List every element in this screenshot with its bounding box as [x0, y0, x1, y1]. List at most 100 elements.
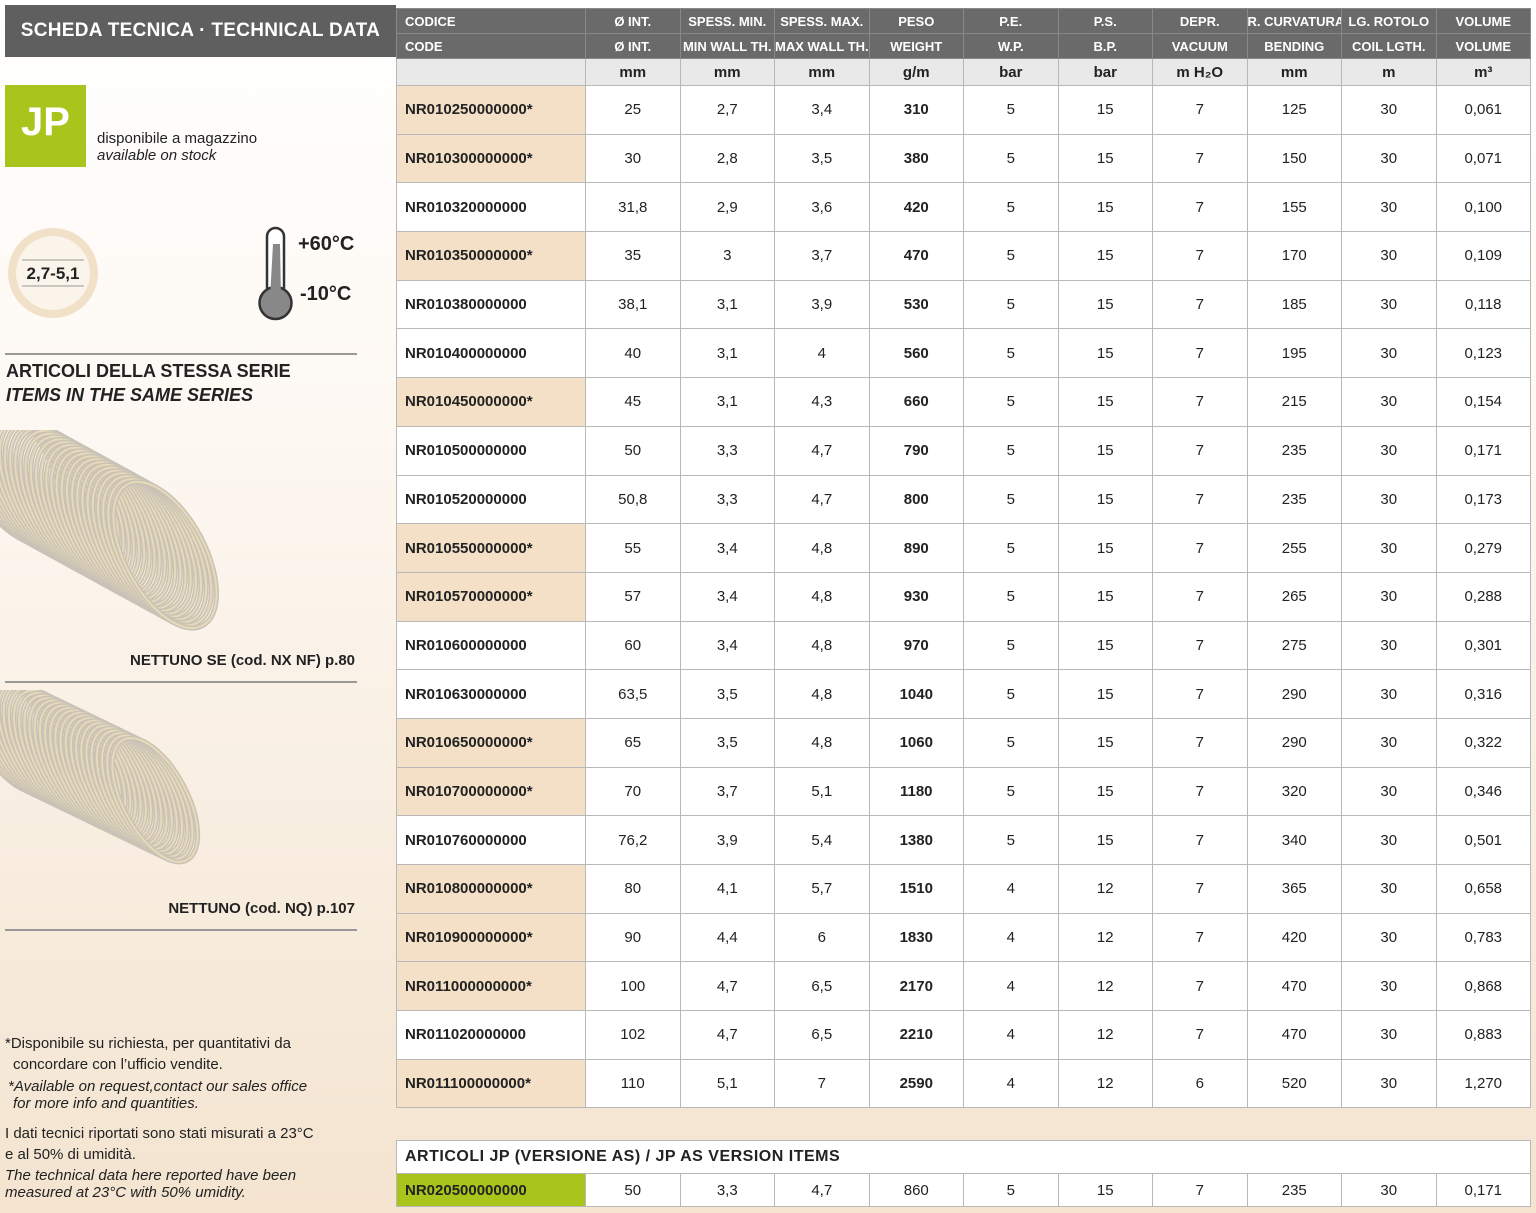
value-cell: 30	[1341, 815, 1437, 865]
value-cell: 0,658	[1435, 864, 1531, 914]
value-cell: 5	[963, 328, 1059, 379]
header-cell: MAX WALL TH.	[774, 33, 870, 59]
unit-cell: mm	[679, 58, 775, 86]
value-cell: 15	[1057, 279, 1153, 330]
header-cell: R. CURVATURA	[1246, 8, 1342, 34]
value-cell: 7	[1152, 377, 1248, 427]
value-cell: 195	[1246, 328, 1342, 379]
value-cell: 15	[1057, 182, 1153, 233]
value-cell: 35	[585, 231, 681, 281]
code-cell: NR011000000000*	[396, 961, 586, 1012]
code-cell: NR010800000000*	[396, 864, 586, 914]
value-cell: 30	[1341, 864, 1437, 914]
hose-ring	[76, 461, 182, 610]
value-cell: 3,3	[679, 474, 775, 525]
note-line: measured at 23°C with 50% umidity.	[5, 1184, 246, 1201]
code-cell: NR010450000000*	[396, 377, 586, 427]
value-cell: 7	[1152, 182, 1248, 233]
value-cell: 15	[1057, 571, 1153, 622]
data-row: NR010650000000* 65 3,5 4,8 1060 5 15 7 290 30 0,32…	[396, 717, 1531, 768]
note-measure-it: I dati tecnici riportati sono stati misu…	[5, 1125, 314, 1163]
value-cell: 15	[1057, 620, 1153, 671]
data-row: NR010760000000 76,2 3,9 5,4 1380 5 15 7 340 30 0,5…	[396, 815, 1531, 865]
code-cell: NR010570000000*	[396, 571, 586, 622]
series-title-en: ITEMS IN THE SAME SERIES	[6, 385, 254, 405]
value-cell: 4	[963, 1058, 1059, 1109]
code-cell: NR010400000000	[396, 328, 586, 379]
value-cell: 7	[1152, 815, 1248, 865]
stock-text-en: available on stock	[97, 147, 217, 164]
hose-ring	[101, 732, 189, 858]
stock-text-it: disponibile a magazzino	[97, 130, 258, 147]
value-cell: 2590	[868, 1058, 964, 1109]
value-cell: 3,7	[679, 766, 775, 817]
value-cell: 50	[585, 1173, 681, 1207]
value-cell: 3,5	[679, 717, 775, 768]
value-cell: 5,4	[774, 815, 870, 865]
data-row: NR010380000000 38,1 3,1 3,9 530 5 15 7 185 30 0,11…	[396, 279, 1531, 330]
header-cell: BENDING	[1246, 33, 1342, 59]
data-row: NR010900000000* 90 4,4 6 1830 4 12 7 420 30 0,783	[396, 912, 1531, 963]
value-cell: 45	[585, 377, 681, 427]
header-cell: P.S.	[1057, 8, 1153, 34]
value-cell: 5,7	[774, 864, 870, 914]
value-cell: 3,3	[679, 1173, 775, 1207]
value-cell: 790	[868, 425, 964, 476]
value-cell: 3,3	[679, 425, 775, 476]
value-cell: 3,5	[774, 133, 870, 184]
value-cell: 0,316	[1435, 669, 1531, 719]
value-cell: 7	[1152, 717, 1248, 768]
value-cell: 0,346	[1435, 766, 1531, 817]
value-cell: 15	[1057, 717, 1153, 768]
value-cell: 150	[1246, 133, 1342, 184]
divider	[5, 353, 357, 355]
hose-ring	[85, 724, 173, 851]
value-cell: 2,8	[679, 133, 775, 184]
header-row: CODICE Ø INT. SPESS. MIN. SPESS. MAX. PESO P.…	[396, 8, 1531, 34]
value-cell: 30	[1341, 279, 1437, 330]
value-cell: 380	[868, 133, 964, 184]
code-cell: NR010760000000	[396, 815, 586, 865]
series-title-it: ARTICOLI DELLA STESSA SERIE	[6, 361, 291, 381]
jp-table: ARTICOLI JP (VERSIONE AS) / JP AS VERSIO…	[395, 1140, 1532, 1207]
data-row: NR011000000000* 100 4,7 6,5 2170 4 12 7 470 30 0,8…	[396, 961, 1531, 1012]
temp-max: +60°C	[298, 233, 354, 255]
value-cell: 235	[1246, 1173, 1342, 1207]
jp-row: NR020500000000 50 3,3 4,7 860 5 15 7 235 30 0,171	[396, 1173, 1532, 1207]
value-cell: 12	[1057, 912, 1153, 963]
unit-cell: m	[1341, 58, 1437, 86]
value-cell: 4,8	[774, 669, 870, 719]
unit-cell: mm	[585, 58, 681, 86]
value-cell: 0,288	[1435, 571, 1531, 622]
value-cell: 3,1	[679, 328, 775, 379]
stock-icon: JP	[5, 85, 86, 167]
value-cell: 63,5	[585, 669, 681, 719]
value-cell: 0,868	[1435, 961, 1531, 1012]
value-cell: 76,2	[585, 815, 681, 865]
header-row: CODE Ø INT. MIN WALL TH. MAX WALL TH. WEIGHT…	[396, 33, 1531, 59]
value-cell: 70	[585, 766, 681, 817]
header-cell: W.P.	[963, 33, 1059, 59]
value-cell: 5	[963, 182, 1059, 233]
value-cell: 0,783	[1435, 912, 1531, 963]
unit-cell: g/m	[868, 58, 964, 86]
header-cell: SPESS. MAX.	[774, 8, 870, 34]
value-cell: 4	[963, 864, 1059, 914]
value-cell: 7	[1152, 571, 1248, 622]
value-cell: 15	[1057, 328, 1153, 379]
value-cell: 5	[963, 1173, 1059, 1207]
value-cell: 0,118	[1435, 279, 1531, 330]
value-cell: 340	[1246, 815, 1342, 865]
value-cell: 5	[963, 425, 1059, 476]
thermometer-fill	[270, 244, 281, 298]
hose-ring	[71, 458, 177, 607]
header-cell: DEPR.	[1152, 8, 1248, 34]
code-cell: NR010380000000	[396, 279, 586, 330]
data-row: NR010630000000 63,5 3,5 4,8 1040 5 15 7 290 30 0,3…	[396, 669, 1531, 719]
value-cell: 0,301	[1435, 620, 1531, 671]
note-line: *Disponibile su richiesta, per quantitat…	[5, 1035, 291, 1052]
value-cell: 12	[1057, 961, 1153, 1012]
value-cell: 1510	[868, 864, 964, 914]
value-cell: 185	[1246, 279, 1342, 330]
value-cell: 3	[679, 231, 775, 281]
